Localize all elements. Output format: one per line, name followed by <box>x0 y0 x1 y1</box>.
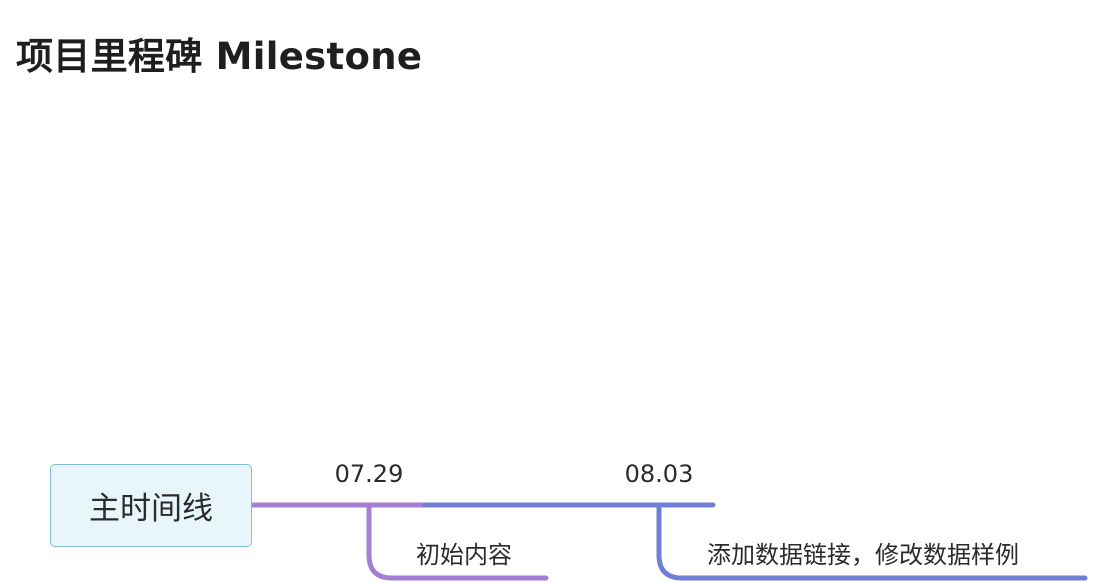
page-title: 项目里程碑 Milestone <box>16 35 423 78</box>
milestone-date-2: 08.03 <box>624 460 694 488</box>
root-node-label: 主时间线 <box>89 491 213 527</box>
milestone-description-2: 添加数据链接，修改数据样例 <box>707 541 1019 569</box>
root-node-main-timeline[interactable]: 主时间线 <box>50 464 252 547</box>
milestone-1-connector <box>366 504 549 581</box>
milestone-2-connector <box>656 504 1088 581</box>
milestone-date-1: 07.29 <box>334 460 404 488</box>
milestone-description-1: 初始内容 <box>416 541 512 569</box>
